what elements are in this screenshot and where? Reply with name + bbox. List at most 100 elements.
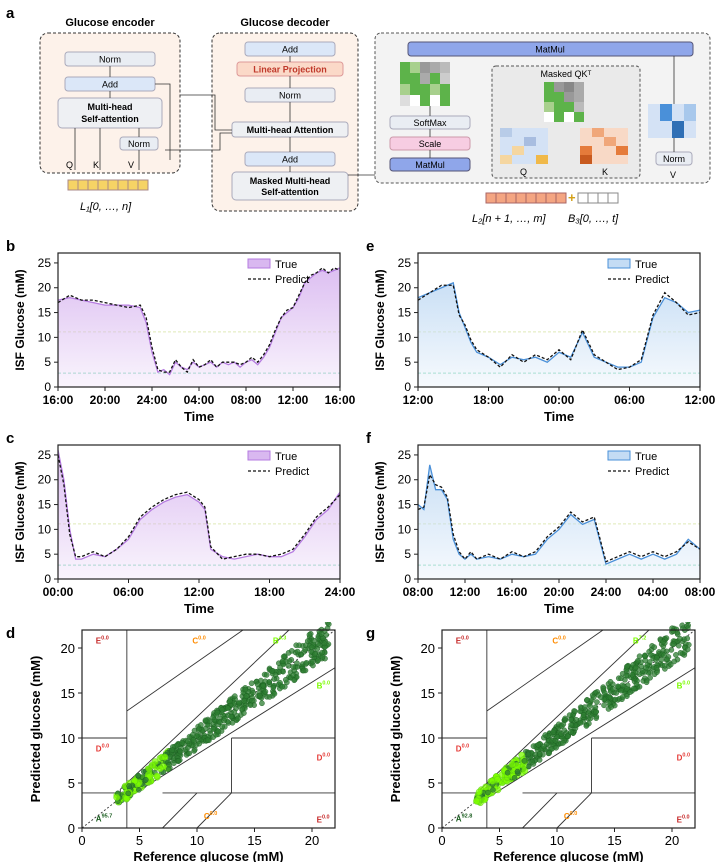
x-tick-label: 06:00 (614, 393, 645, 407)
panel-label-c: c (6, 430, 14, 447)
scatter-point (318, 631, 325, 637)
scatter-point (673, 652, 679, 658)
scatter-point (259, 700, 265, 707)
scatter-point (521, 758, 528, 764)
scatter-point (242, 686, 249, 693)
y-tick-label: 15 (398, 498, 412, 512)
y-axis-title: ISF Glucose (mM) (13, 461, 27, 562)
y-tick-label: 20 (398, 281, 412, 295)
scatter-point (532, 751, 539, 758)
enc-mhsa-line1: Multi-head (88, 102, 133, 112)
scatter-point (304, 638, 311, 644)
scatter-point (312, 651, 318, 658)
scatter-point (306, 631, 313, 638)
scatter-point (540, 743, 547, 750)
y-tick-label: 5 (44, 355, 51, 369)
x-tick-label: 12:00 (278, 393, 309, 407)
scatter-point (502, 776, 510, 784)
scatter-point (311, 637, 317, 644)
dec-arrows (165, 56, 378, 176)
scatter-point (612, 696, 618, 703)
x-axis-title: Time (184, 409, 214, 424)
enc-q-label: Q (66, 160, 73, 170)
x-axis-title: Reference glucose (mM) (493, 849, 643, 862)
true-area (58, 267, 340, 387)
x-tick-label: 08:00 (403, 585, 434, 599)
scatter-point (677, 635, 683, 642)
scatter-point (564, 733, 571, 739)
x-tick-label: 08:00 (231, 393, 262, 407)
panel-label-e: e (366, 238, 374, 255)
scatter-point (481, 796, 488, 804)
y-tick-label: 15 (398, 306, 412, 320)
scatter-point (684, 646, 691, 653)
scatter-point (210, 726, 217, 732)
y-tick-label: 15 (61, 686, 75, 701)
x-tick-label: 20 (665, 833, 679, 848)
scatter-point (165, 766, 172, 773)
scatter-point (321, 640, 328, 647)
scatter-point (204, 737, 211, 743)
scatter-point (618, 687, 624, 694)
zone-label-b-upper: B4.3 (273, 636, 286, 646)
x-tick-label: 16:00 (497, 585, 528, 599)
scatter-point (191, 748, 197, 754)
scatter-point (269, 668, 276, 674)
scatter-point (256, 692, 263, 699)
y-tick-label: 10 (421, 731, 435, 746)
legend-predict-label: Predict (275, 466, 309, 478)
l1-label: L₁[0, …, n] (80, 201, 132, 213)
q-matrix-icon (500, 128, 548, 164)
x-tick-label: 12:00 (450, 585, 481, 599)
scatter-point (664, 656, 670, 662)
y-axis-title: ISF Glucose (mM) (373, 269, 387, 370)
scatter-point (585, 710, 592, 717)
scatter-point (608, 704, 615, 710)
scatter-point (663, 635, 670, 641)
x-tick-label: 16:00 (325, 393, 356, 407)
scatter-points (473, 613, 692, 807)
scatter-point (207, 730, 214, 737)
scatter-point (592, 704, 599, 711)
scatter-point (580, 712, 587, 718)
scatter-point (236, 699, 243, 706)
scatter-point (315, 657, 321, 664)
predict-line (57, 454, 341, 560)
scatter-point (671, 658, 678, 665)
legend-true-label: True (635, 259, 657, 271)
zone-label-e-upper: E0.0 (456, 636, 469, 646)
zone-label-d-right: D0.0 (677, 753, 690, 763)
scatter-point (125, 790, 132, 797)
enc-k-label: K (93, 160, 99, 170)
scatter-point (288, 648, 295, 654)
scatter-point (560, 740, 566, 746)
y-tick-label: 20 (61, 641, 75, 656)
enc-mhsa-line2: Self-attention (81, 114, 139, 124)
y-tick-label: 0 (428, 821, 435, 836)
legend-true-swatch (607, 450, 631, 461)
scatter-point (632, 664, 639, 671)
b3-label: B₃[0, …, t] (568, 213, 619, 225)
scatter-point (684, 635, 691, 642)
scatter-point (490, 787, 496, 793)
l2-label: L₂[n + 1, …, m] (472, 213, 547, 225)
x-tick-label: 10 (550, 833, 564, 848)
x-tick-label: 0 (78, 833, 85, 848)
scatter-point (562, 715, 568, 722)
panel-e-wrapper: e 0 5 10 15 20 25 12:00 18:00 00:00 06:00 12:00 Time… (360, 235, 720, 430)
panel-label-g: g (366, 625, 375, 642)
y-tick-label: 25 (398, 448, 412, 462)
scatter-point (250, 689, 256, 696)
zone-label-c-lower: C0.0 (204, 811, 217, 821)
scatter-point (615, 683, 621, 690)
zone-c-lower-diag (556, 792, 592, 829)
zone-label-d-left: D0.0 (456, 744, 469, 754)
architecture-diagram: a Glucose encoder Norm Add Multi-head Se… (6, 5, 711, 225)
panel-f-wrapper: f 0 5 10 15 20 25 08:00 12:00 16:00 20:00 24:00 04:0… (360, 427, 720, 622)
decoder-title: Glucose decoder (240, 17, 330, 29)
scatter-point (260, 682, 267, 689)
true-line (57, 449, 341, 560)
y-tick-label: 10 (398, 522, 412, 536)
attn-matmul-bot-label: MatMul (415, 160, 445, 170)
scatter-point (282, 676, 289, 683)
